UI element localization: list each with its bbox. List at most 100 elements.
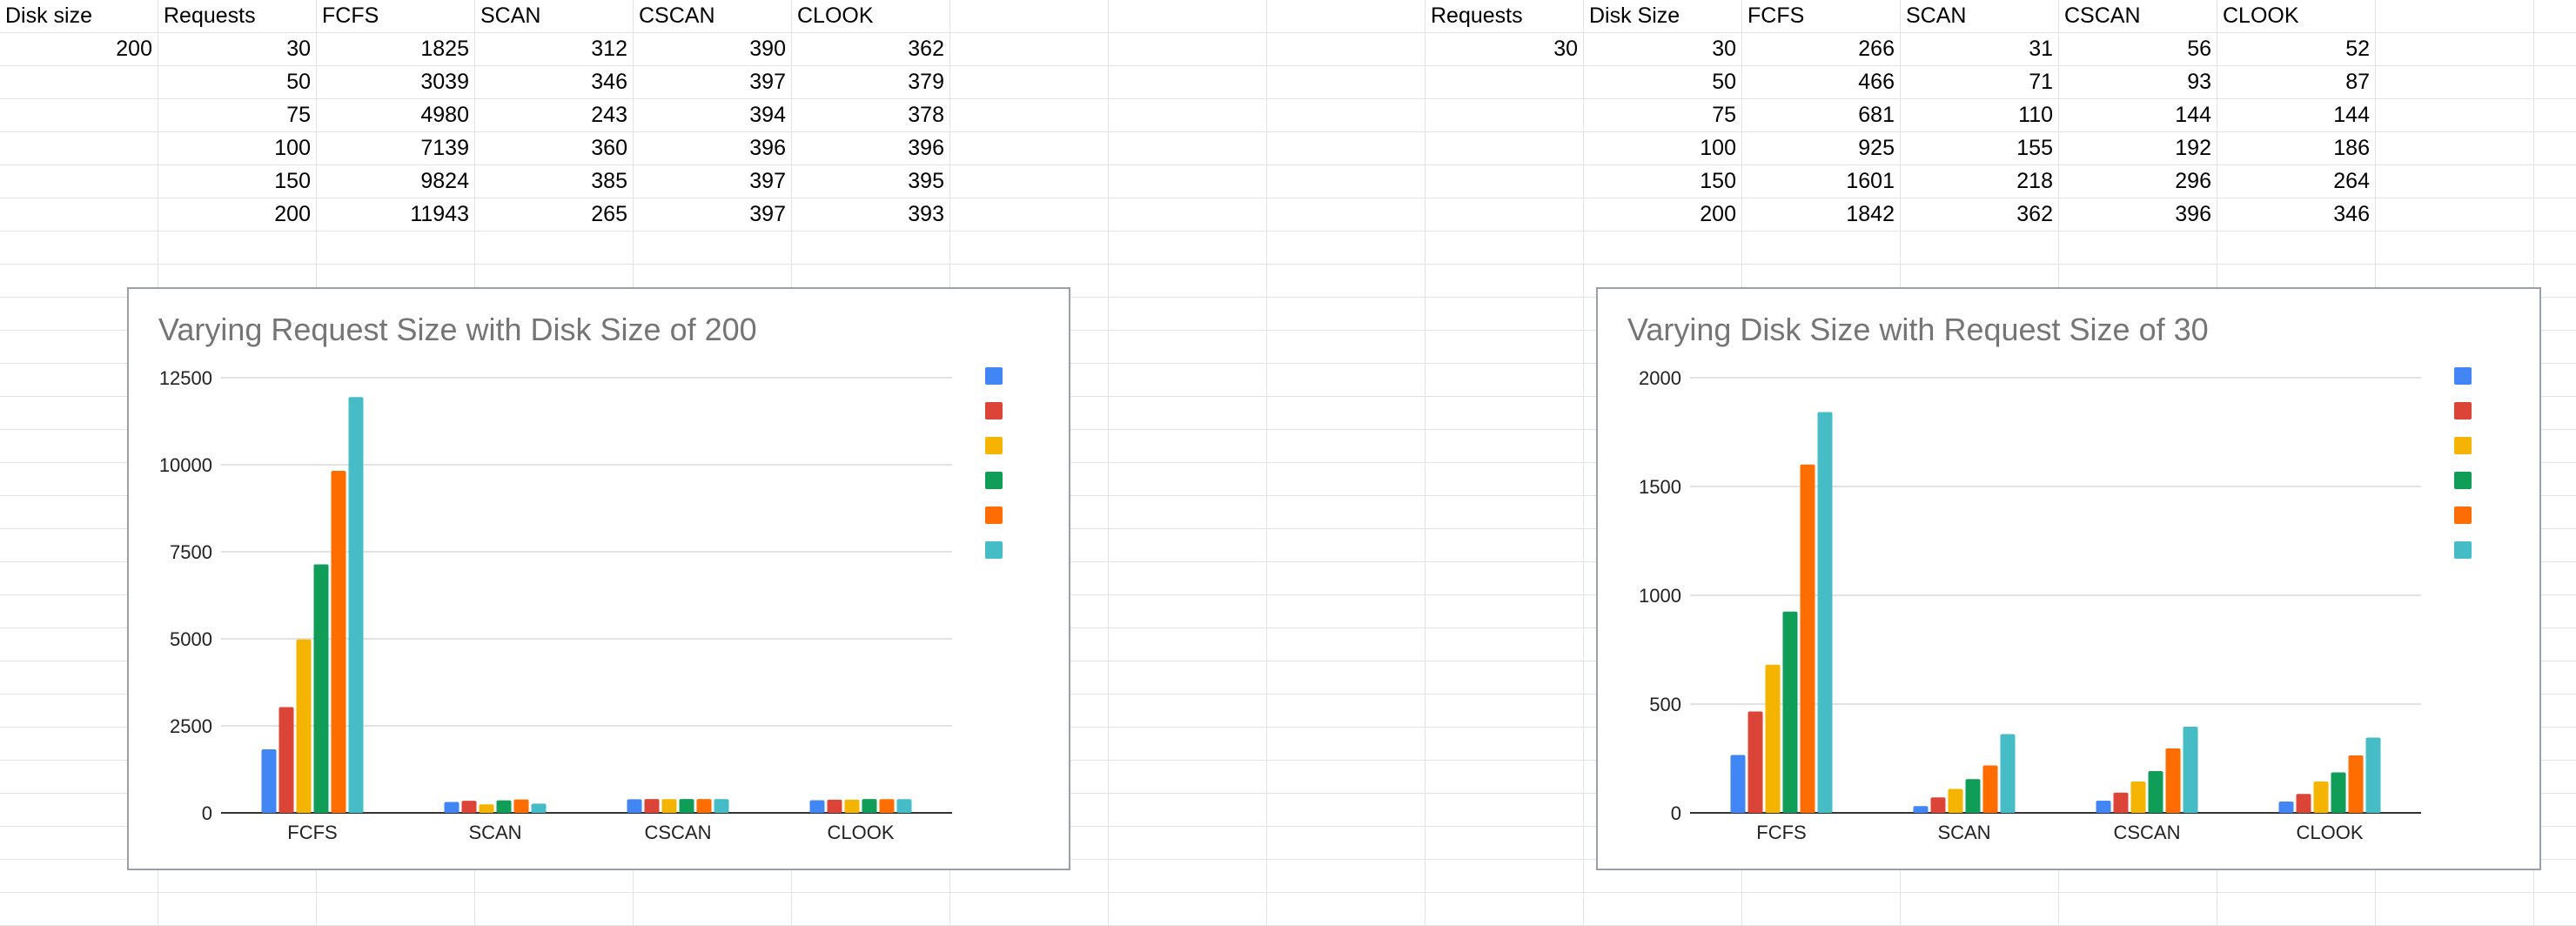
empty-cell[interactable] [2534,562,2576,595]
empty-cell[interactable] [1109,99,1267,132]
empty-cell[interactable] [1426,397,1584,430]
legend-swatch[interactable] [985,402,1003,419]
empty-cell[interactable] [1267,0,1426,33]
empty-cell[interactable] [1109,463,1267,496]
bar-fcfs-series-1[interactable] [1730,755,1746,814]
table-cell[interactable]: 1601 [1742,165,1901,198]
table-cell[interactable]: 362 [1901,198,2059,232]
header-cell[interactable]: Requests [1426,0,1584,33]
empty-cell[interactable] [950,66,1109,99]
table-cell[interactable]: 200 [1584,198,1742,232]
empty-cell[interactable] [1267,794,1426,827]
empty-cell[interactable] [1901,232,2059,265]
empty-cell[interactable] [950,165,1109,198]
empty-cell[interactable] [475,860,634,893]
empty-cell[interactable] [1426,694,1584,728]
empty-cell[interactable] [1426,562,1584,595]
bar-scan-series-4[interactable] [1965,779,1981,813]
bar-cscan-series-4[interactable] [2148,771,2163,813]
empty-cell[interactable] [2534,298,2576,331]
header-cell[interactable]: CSCAN [634,0,792,33]
table-cell[interactable]: 346 [2217,198,2376,232]
bar-scan-series-6[interactable] [531,803,547,813]
empty-cell[interactable] [317,893,475,926]
bar-cscan-series-1[interactable] [2096,801,2111,813]
empty-cell[interactable] [1109,728,1267,761]
table-cell[interactable] [1426,99,1584,132]
empty-cell[interactable] [2217,232,2376,265]
empty-cell[interactable] [2534,529,2576,562]
empty-cell[interactable] [475,893,634,926]
empty-cell[interactable] [2534,0,2576,33]
bar-clook-series-4[interactable] [2331,772,2346,814]
legend-swatch[interactable] [2454,367,2472,385]
empty-cell[interactable] [1426,761,1584,794]
bar-fcfs-series-2[interactable] [1748,711,1763,814]
empty-cell[interactable] [2376,860,2534,893]
empty-cell[interactable] [1267,860,1426,893]
table-cell[interactable]: 362 [792,33,950,66]
empty-cell[interactable] [1742,860,1901,893]
table-cell[interactable]: 925 [1742,132,1901,165]
table-cell[interactable]: 110 [1901,99,2059,132]
empty-cell[interactable] [1584,860,1742,893]
empty-cell[interactable] [1426,794,1584,827]
empty-cell[interactable] [950,198,1109,232]
table-cell[interactable] [1426,165,1584,198]
empty-cell[interactable] [2217,893,2376,926]
empty-cell[interactable] [1109,331,1267,364]
empty-cell[interactable] [2376,165,2534,198]
empty-cell[interactable] [2534,198,2576,232]
chart-disk-size[interactable]: Varying Disk Size with Request Size of 3… [1596,287,2541,870]
empty-cell[interactable] [1742,232,1901,265]
bar-clook-series-2[interactable] [2296,794,2311,813]
table-cell[interactable]: 266 [1742,33,1901,66]
empty-cell[interactable] [1426,331,1584,364]
empty-cell[interactable] [2534,397,2576,430]
empty-cell[interactable] [1267,761,1426,794]
empty-cell[interactable] [1267,595,1426,628]
empty-cell[interactable] [2534,860,2576,893]
empty-cell[interactable] [950,860,1109,893]
bar-cscan-series-1[interactable] [627,799,642,813]
header-cell[interactable]: CLOOK [792,0,950,33]
empty-cell[interactable] [1584,893,1742,926]
bar-scan-series-3[interactable] [1948,788,1963,814]
empty-cell[interactable] [1109,827,1267,860]
empty-cell[interactable] [1267,298,1426,331]
empty-cell[interactable] [1109,496,1267,529]
table-cell[interactable]: 7139 [317,132,475,165]
empty-cell[interactable] [1267,232,1426,265]
empty-cell[interactable] [2534,794,2576,827]
empty-cell[interactable] [2376,232,2534,265]
bar-fcfs-series-6[interactable] [1817,412,1833,814]
empty-cell[interactable] [2534,165,2576,198]
table-cell[interactable]: 144 [2217,99,2376,132]
empty-cell[interactable] [1109,298,1267,331]
empty-cell[interactable] [2534,132,2576,165]
table-cell[interactable]: 9824 [317,165,475,198]
table-cell[interactable]: 397 [634,66,792,99]
bar-cscan-series-3[interactable] [661,799,677,813]
empty-cell[interactable] [1109,397,1267,430]
table-cell[interactable] [0,66,158,99]
table-cell[interactable]: 3039 [317,66,475,99]
table-cell[interactable]: 396 [792,132,950,165]
table-cell[interactable] [0,165,158,198]
bar-clook-series-5[interactable] [2348,755,2364,813]
table-cell[interactable]: 243 [475,99,634,132]
empty-cell[interactable] [1109,232,1267,265]
empty-cell[interactable] [1267,430,1426,463]
table-cell[interactable]: 30 [1426,33,1584,66]
table-cell[interactable]: 56 [2059,33,2217,66]
header-cell[interactable]: CSCAN [2059,0,2217,33]
empty-cell[interactable] [950,33,1109,66]
empty-cell[interactable] [634,860,792,893]
table-cell[interactable]: 379 [792,66,950,99]
table-cell[interactable]: 75 [1584,99,1742,132]
empty-cell[interactable] [1267,198,1426,232]
empty-cell[interactable] [0,232,158,265]
table-cell[interactable]: 395 [792,165,950,198]
empty-cell[interactable] [1109,165,1267,198]
empty-cell[interactable] [950,132,1109,165]
